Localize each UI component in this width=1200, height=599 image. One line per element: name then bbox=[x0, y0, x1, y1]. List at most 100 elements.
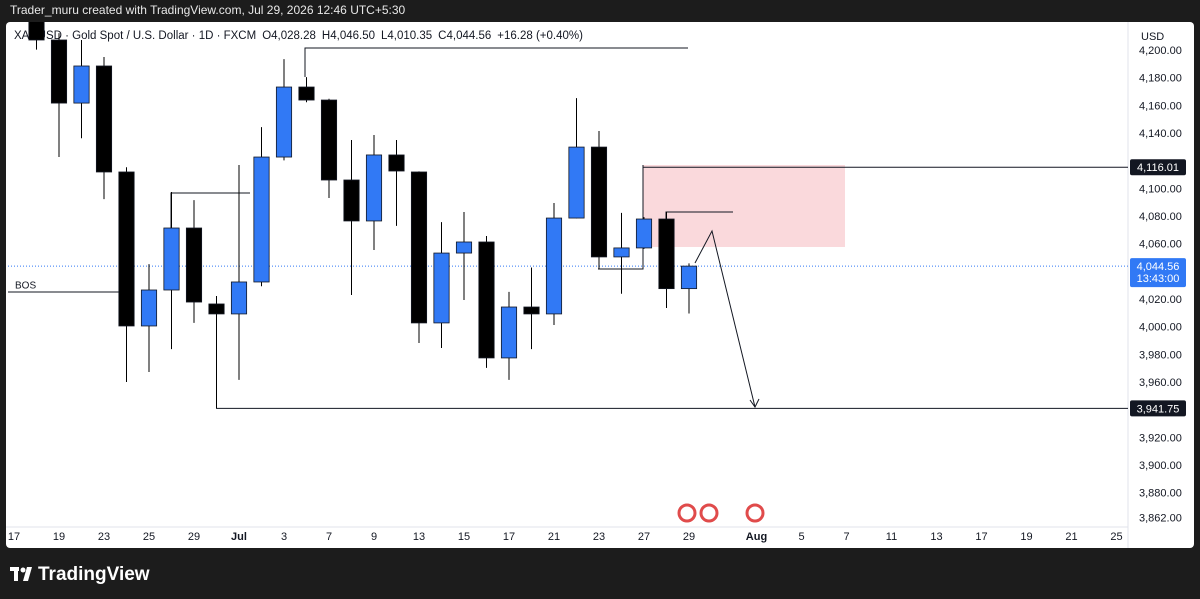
y-tick-label: 3,900.00 bbox=[1139, 460, 1182, 472]
x-tick-label: 23 bbox=[593, 531, 605, 543]
x-tick-label: 7 bbox=[326, 531, 332, 543]
ohlc-open: O4,028.28 bbox=[262, 30, 316, 42]
x-tick-label: 29 bbox=[683, 531, 695, 543]
candle-body bbox=[365, 154, 383, 222]
candle-body bbox=[590, 146, 608, 258]
x-tick-label: 13 bbox=[930, 531, 942, 543]
x-tick-label: 7 bbox=[843, 531, 849, 543]
projection-arrow bbox=[694, 229, 756, 408]
y-tick-label: 3,960.00 bbox=[1139, 377, 1182, 389]
y-tick-label: 3,980.00 bbox=[1139, 349, 1182, 361]
price-label-box bbox=[1130, 400, 1186, 417]
drawing-line bbox=[598, 165, 644, 270]
bos-label: BOS bbox=[15, 281, 36, 292]
candle-body bbox=[298, 86, 315, 101]
brand: TradingView bbox=[38, 564, 150, 585]
chart-panel bbox=[6, 22, 1194, 548]
y-tick-label: 4,100.00 bbox=[1139, 183, 1182, 195]
y-tick-label: 4,160.00 bbox=[1139, 100, 1182, 112]
symbol-title: XAUUSD · Gold Spot / U.S. Dollar · 1D · … bbox=[14, 30, 583, 42]
candle-body bbox=[500, 306, 518, 359]
x-tick-label: 17 bbox=[503, 531, 515, 543]
axes: 4,200.00 4,180.00 4,160.00 4,140.00 4,100.00… bbox=[8, 45, 1186, 543]
y-tick-label: 3,862.00 bbox=[1139, 513, 1182, 525]
candle-body bbox=[118, 171, 135, 327]
event-icon bbox=[699, 503, 719, 523]
x-tick-label: 17 bbox=[975, 531, 987, 543]
y-tick-label: 4,060.00 bbox=[1139, 239, 1182, 251]
candle-body bbox=[613, 247, 630, 258]
candle-body bbox=[253, 156, 270, 283]
plot bbox=[8, 22, 1128, 409]
y-tick-label: 4,180.00 bbox=[1139, 73, 1182, 85]
logo-mark bbox=[23, 567, 32, 581]
y-tick-label: 4,020.00 bbox=[1139, 294, 1182, 306]
candle-body bbox=[658, 218, 675, 290]
candle-body bbox=[433, 252, 450, 324]
candle-body bbox=[635, 218, 653, 249]
candle-body bbox=[163, 227, 180, 291]
candle-body bbox=[50, 39, 68, 104]
x-tick-label: 21 bbox=[548, 531, 560, 543]
x-tick-label: 3 bbox=[281, 531, 287, 543]
candle-body bbox=[455, 241, 473, 254]
x-tick-label: 11 bbox=[886, 531, 897, 543]
currency: USD bbox=[1141, 31, 1164, 43]
candle-body bbox=[73, 65, 90, 104]
x-tick-label: 23 bbox=[98, 531, 110, 543]
candle-body bbox=[140, 289, 158, 327]
change: +16.28 (+0.40%) bbox=[497, 30, 583, 42]
y-tick-label: 4,140.00 bbox=[1139, 128, 1182, 140]
x-tick-label: Jul bbox=[231, 531, 247, 543]
x-tick-label: 25 bbox=[1110, 531, 1122, 543]
drawing-line bbox=[304, 47, 688, 77]
x-tick-label: 15 bbox=[458, 531, 470, 543]
y-tick-label: 4,000.00 bbox=[1139, 322, 1182, 334]
candle-body bbox=[28, 22, 45, 41]
symbol: XAUUSD · Gold Spot / U.S. Dollar · 1D · … bbox=[14, 30, 256, 42]
x-tick-label: 25 bbox=[143, 531, 155, 543]
candle-body bbox=[230, 281, 248, 315]
y-tick-label: 3,920.00 bbox=[1139, 432, 1182, 444]
logo-mark bbox=[20, 567, 26, 573]
x-tick-label: 19 bbox=[53, 531, 65, 543]
ohlc-high: H4,046.50 bbox=[322, 30, 375, 42]
price-label: 3,941.75 bbox=[1137, 403, 1180, 415]
credit: Trader_muru created with TradingView.com… bbox=[10, 3, 406, 17]
event-icon bbox=[745, 503, 765, 523]
x-tick-label: 21 bbox=[1065, 531, 1077, 543]
y-tick-label: 4,080.00 bbox=[1139, 211, 1182, 223]
y-tick-label: 4,200.00 bbox=[1139, 45, 1182, 57]
candle-body bbox=[568, 146, 585, 219]
x-tick-label: 29 bbox=[188, 531, 200, 543]
candle-body bbox=[523, 306, 540, 315]
candle-body bbox=[478, 241, 495, 359]
events bbox=[677, 503, 765, 523]
candle-body bbox=[275, 86, 293, 158]
x-tick-label: 5 bbox=[798, 531, 804, 543]
candle-body bbox=[95, 65, 113, 173]
ohlc-low: L4,010.35 bbox=[381, 30, 432, 42]
countdown: 13:43:00 bbox=[1137, 273, 1180, 285]
x-tick-label: Aug bbox=[746, 531, 767, 543]
candle-body bbox=[680, 265, 698, 290]
price-label: 4,116.01 bbox=[1137, 162, 1179, 174]
x-tick-label: 13 bbox=[413, 531, 425, 543]
supply-zone bbox=[643, 165, 845, 247]
logo bbox=[10, 567, 32, 581]
x-tick-label: 19 bbox=[1020, 531, 1032, 543]
x-tick-label: 9 bbox=[371, 531, 377, 543]
x-tick-label: 17 bbox=[8, 531, 20, 543]
candle-body bbox=[388, 154, 405, 172]
x-tick-label: 27 bbox=[638, 531, 650, 543]
candle-body bbox=[545, 217, 563, 315]
candle-body bbox=[208, 303, 225, 315]
last-price-label: 4,044.56 bbox=[1137, 261, 1180, 273]
last-price-box bbox=[1130, 258, 1186, 288]
candle-body bbox=[343, 179, 360, 222]
event-icon bbox=[677, 503, 697, 523]
candle-body bbox=[185, 227, 203, 303]
candle-body bbox=[320, 99, 338, 181]
arrow-head bbox=[749, 398, 760, 408]
